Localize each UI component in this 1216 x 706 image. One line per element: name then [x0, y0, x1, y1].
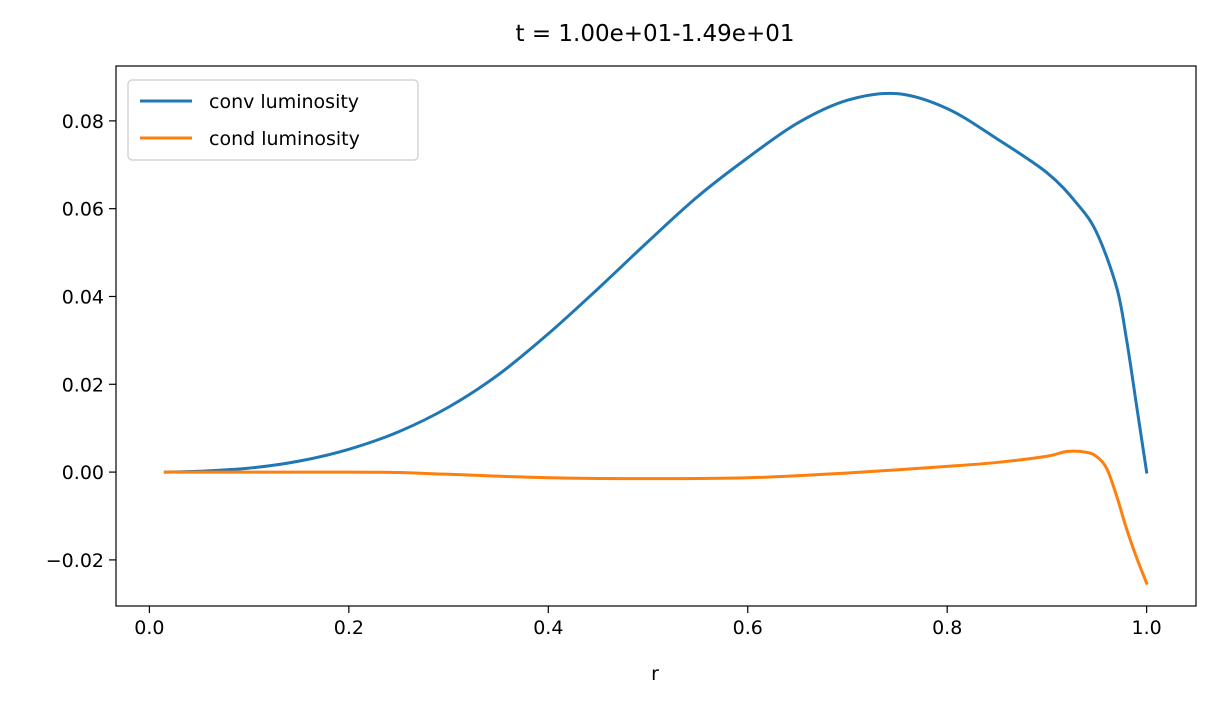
series-line-cond-luminosity [163, 449, 1149, 586]
y-tick-label: 0.02 [62, 374, 104, 396]
series-group [163, 91, 1149, 586]
legend-label-cond-luminosity: cond luminosity [209, 128, 360, 150]
x-axis-label: r [651, 663, 659, 685]
plot-area [115, 65, 1197, 607]
y-tick-label: 0.00 [62, 462, 104, 484]
y-tick-label: 0.08 [62, 111, 104, 133]
x-tick-label: 0.4 [533, 617, 563, 639]
x-tick-label: 0.2 [334, 617, 364, 639]
legend-box [127, 79, 419, 161]
x-tick-label: 0.0 [134, 617, 164, 639]
y-tick-label: 0.06 [62, 199, 104, 221]
x-tick-label: 0.8 [932, 617, 962, 639]
x-tick-label: 0.6 [733, 617, 763, 639]
chart-title: t = 1.00e+01-1.49e+01 [515, 21, 794, 47]
y-tick-label: −0.02 [46, 550, 104, 572]
axes: 0.0 0.2 0.4 0.6 0.8 1.0 −0.02 0.00 0.02 0.04 0.06 0… [46, 111, 1162, 639]
legend-label-conv-luminosity: conv luminosity [209, 91, 359, 113]
x-tick-label: 1.0 [1132, 617, 1162, 639]
legend: conv luminosity cond luminosity [127, 79, 419, 161]
series-line-conv-luminosity [163, 91, 1149, 474]
y-tick-label: 0.04 [62, 286, 104, 308]
